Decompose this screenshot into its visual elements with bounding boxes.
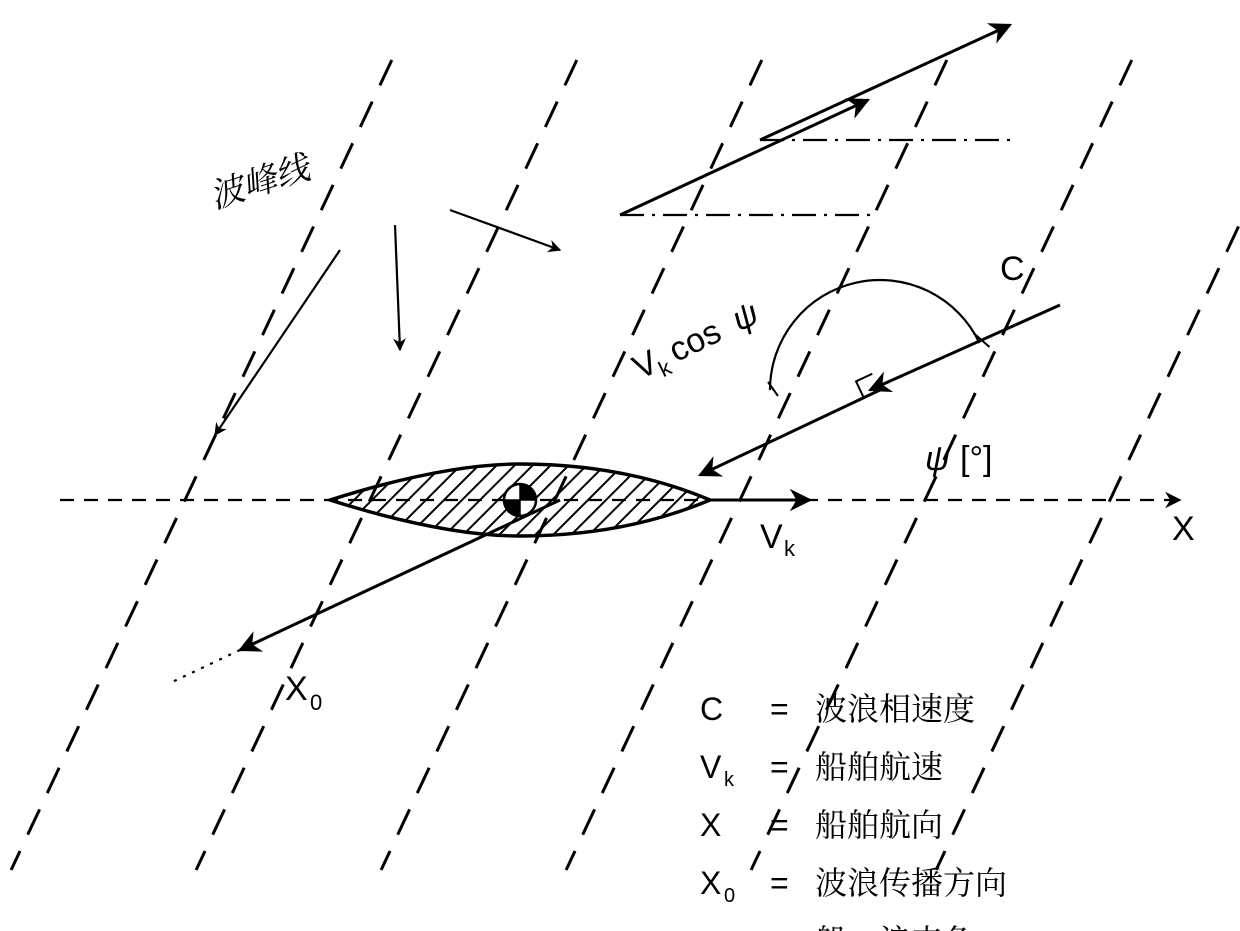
vk-cos-psi-projection bbox=[700, 374, 880, 475]
svg-text:=: = bbox=[770, 807, 789, 843]
svg-text:0: 0 bbox=[310, 690, 322, 715]
svg-text:0: 0 bbox=[724, 885, 735, 907]
wave-direction-x0 bbox=[170, 500, 560, 683]
svg-text:波浪传播方向: 波浪传播方向 bbox=[815, 858, 1007, 904]
wave-crest-lines bbox=[11, 60, 1240, 870]
svg-text:波浪相速度: 波浪相速度 bbox=[815, 684, 975, 730]
svg-text:X: X bbox=[700, 807, 721, 843]
x-label: X bbox=[1172, 510, 1195, 548]
svg-text:=: = bbox=[770, 691, 789, 727]
legend: C=波浪相速度Vk=船舶航速X=船舶航向X0=波浪传播方向ψ=船、浪夹角 bbox=[700, 684, 1007, 931]
svg-text:V: V bbox=[760, 518, 783, 556]
svg-text:[°]: [°] bbox=[960, 440, 993, 478]
crest-line-callouts bbox=[215, 210, 560, 435]
vk-label: Vk bbox=[760, 518, 796, 561]
svg-text:V: V bbox=[700, 749, 722, 785]
svg-text:ψ: ψ bbox=[726, 294, 765, 339]
crest-line-label: 波峰线 bbox=[203, 139, 318, 218]
svg-text:=: = bbox=[770, 865, 789, 901]
svg-text:ψ: ψ bbox=[925, 440, 950, 478]
svg-text:船、浪夹角: 船、浪夹角 bbox=[815, 916, 975, 931]
psi-label: ψ [°] bbox=[925, 440, 993, 478]
svg-text:X: X bbox=[700, 865, 721, 901]
diagram-canvas: 波峰线 Vkcosψ C ψ[°] Vk X X0 C=波浪相速度Vk=船舶航速… bbox=[0, 0, 1240, 931]
x0-label: X0 bbox=[285, 670, 322, 715]
c-label: C bbox=[1000, 250, 1025, 288]
wave-phase-speed-c bbox=[870, 305, 1060, 390]
svg-text:cos: cos bbox=[663, 312, 727, 369]
svg-text:C: C bbox=[700, 691, 723, 727]
vkcos-label: Vkcosψ bbox=[627, 294, 767, 392]
psi-angle-arc bbox=[770, 280, 979, 390]
svg-text:船舶航向: 船舶航向 bbox=[815, 800, 943, 846]
wave-direction-arrows bbox=[620, 25, 1012, 215]
svg-text:k: k bbox=[724, 769, 735, 791]
center-of-gravity-icon bbox=[504, 484, 536, 516]
svg-text:船舶航速: 船舶航速 bbox=[815, 742, 943, 788]
svg-text:X: X bbox=[285, 670, 308, 708]
svg-text:k: k bbox=[784, 536, 796, 561]
svg-text:=: = bbox=[770, 923, 789, 931]
svg-text:ψ: ψ bbox=[700, 923, 723, 931]
svg-text:=: = bbox=[770, 749, 789, 785]
